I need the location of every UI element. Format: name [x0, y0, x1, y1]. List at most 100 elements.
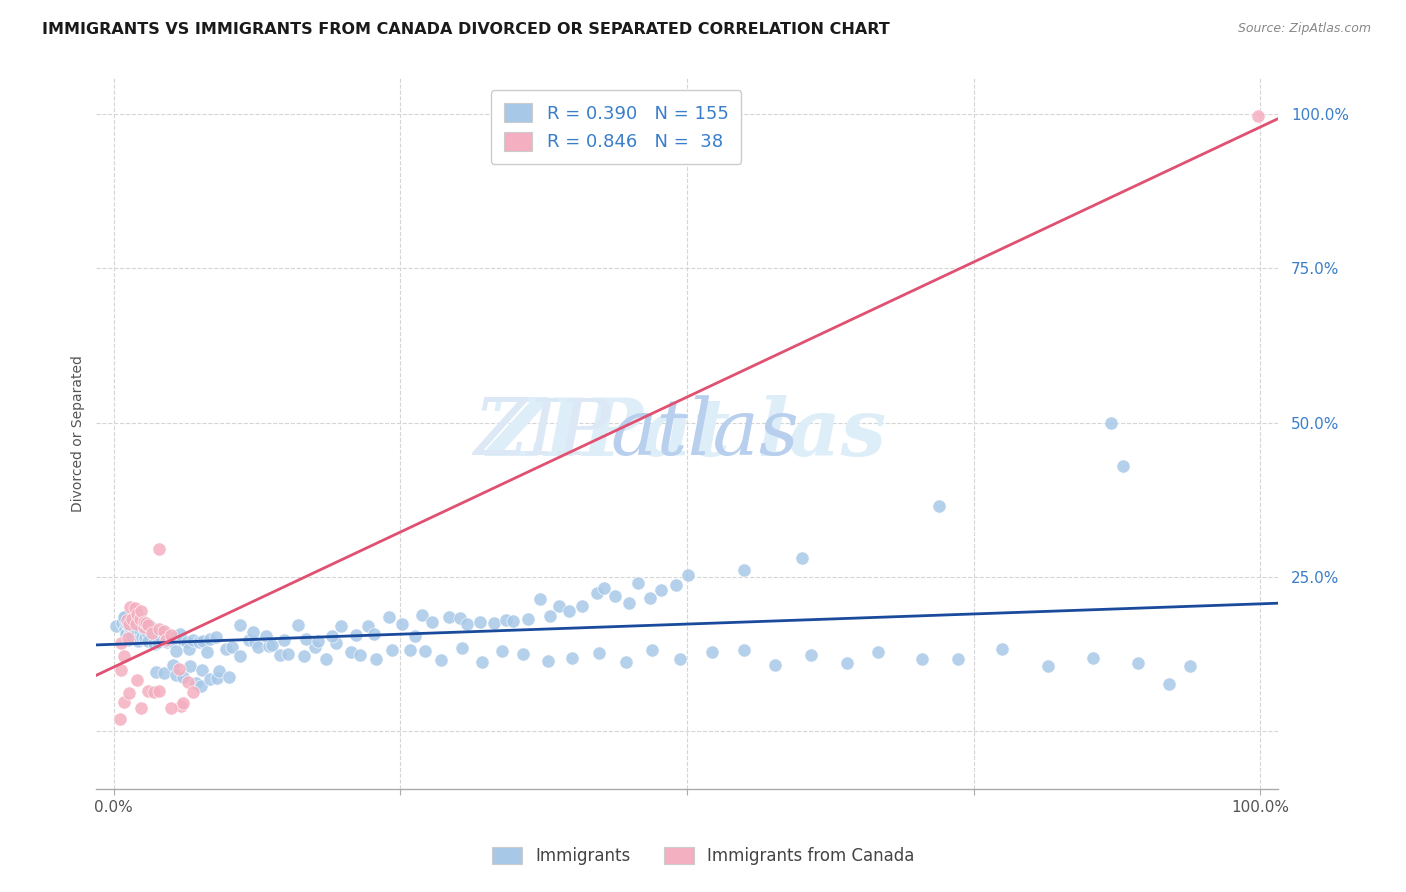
Point — [259, 639, 281, 653]
Point — [136, 627, 159, 641]
Point — [110, 636, 132, 650]
Point — [169, 698, 191, 713]
Point — [205, 630, 228, 644]
Point — [128, 632, 150, 647]
Point — [125, 624, 148, 638]
Point — [399, 642, 422, 657]
Point — [117, 618, 139, 632]
Point — [134, 632, 156, 646]
Point — [172, 670, 194, 684]
Point — [172, 696, 194, 710]
Point — [991, 642, 1014, 657]
Point — [287, 617, 309, 632]
Point — [165, 667, 187, 681]
Point — [1126, 656, 1149, 670]
Point — [928, 499, 950, 513]
Point — [145, 665, 167, 679]
Point — [1083, 651, 1105, 665]
Point — [470, 615, 492, 629]
Point — [238, 633, 260, 648]
Point — [208, 665, 231, 679]
Text: atlas: atlas — [610, 395, 799, 472]
Point — [502, 614, 524, 628]
Point — [378, 610, 401, 624]
Text: ZIPat las: ZIPat las — [486, 394, 887, 472]
Point — [184, 676, 207, 690]
Point — [134, 631, 156, 645]
Point — [229, 617, 252, 632]
Point — [273, 632, 295, 647]
Point — [307, 634, 329, 648]
Point — [218, 670, 240, 684]
Point — [733, 563, 755, 577]
Point — [131, 631, 153, 645]
Point — [763, 658, 786, 673]
Point — [124, 601, 146, 615]
Point — [125, 673, 148, 687]
Point — [536, 654, 558, 668]
Point — [142, 636, 165, 650]
Point — [430, 653, 453, 667]
Point — [193, 634, 215, 648]
Point — [529, 592, 551, 607]
Point — [733, 643, 755, 657]
Point — [422, 615, 444, 630]
Point — [131, 701, 153, 715]
Point — [156, 634, 179, 648]
Point — [561, 650, 583, 665]
Point — [112, 648, 135, 663]
Point — [148, 541, 170, 556]
Point — [198, 632, 221, 646]
Point — [1180, 659, 1202, 673]
Point — [118, 629, 141, 643]
Point — [117, 631, 139, 645]
Point — [229, 648, 252, 663]
Point — [415, 644, 437, 658]
Point — [139, 622, 162, 636]
Point — [495, 613, 517, 627]
Point — [678, 568, 700, 582]
Point — [160, 700, 183, 714]
Point — [247, 640, 270, 654]
Point — [640, 643, 662, 657]
Point — [1157, 677, 1180, 691]
Point — [638, 591, 661, 606]
Point — [1099, 416, 1122, 430]
Point — [143, 685, 166, 699]
Point — [135, 615, 157, 630]
Point — [329, 619, 352, 633]
Point — [269, 648, 291, 662]
Point — [114, 627, 136, 641]
Point — [200, 672, 222, 686]
Point — [315, 652, 337, 666]
Point — [167, 663, 190, 677]
Point — [120, 612, 142, 626]
Point — [118, 600, 141, 615]
Point — [127, 634, 149, 648]
Point — [117, 613, 139, 627]
Point — [146, 631, 169, 645]
Point — [129, 631, 152, 645]
Point — [127, 607, 149, 621]
Point — [190, 680, 212, 694]
Point — [1247, 109, 1270, 123]
Point — [114, 622, 136, 636]
Point — [148, 684, 170, 698]
Point — [112, 618, 135, 632]
Point — [471, 655, 494, 669]
Point — [145, 631, 167, 645]
Point — [614, 656, 637, 670]
Point — [111, 615, 134, 630]
Point — [254, 629, 277, 643]
Point — [665, 578, 688, 592]
Point — [129, 612, 152, 626]
Point — [121, 629, 143, 643]
Point — [404, 628, 426, 642]
Point — [866, 645, 889, 659]
Point — [512, 647, 534, 661]
Point — [155, 633, 177, 648]
Point — [121, 612, 143, 626]
Point — [162, 657, 184, 672]
Point — [364, 652, 387, 666]
Point — [125, 617, 148, 632]
